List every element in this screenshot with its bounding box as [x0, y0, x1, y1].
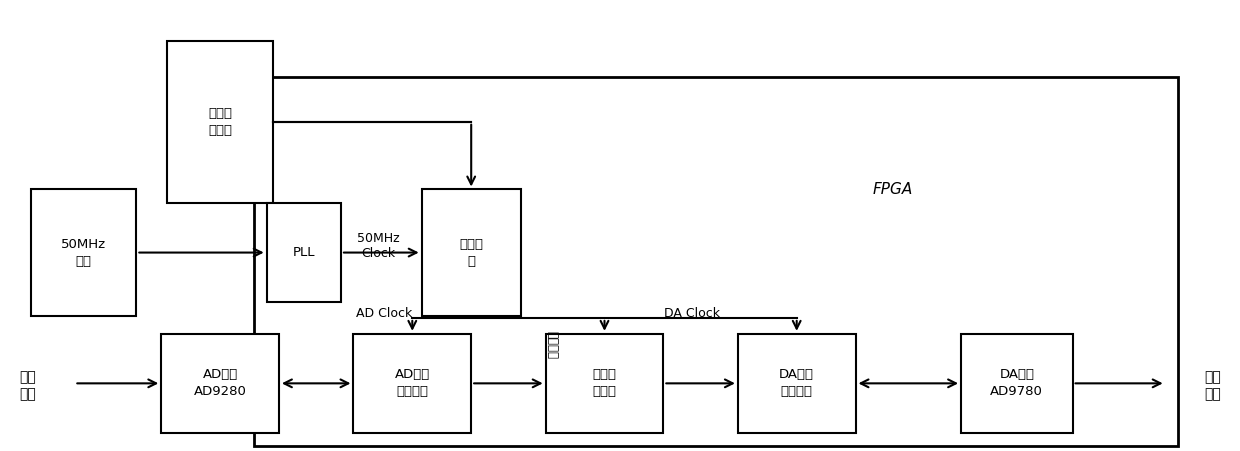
Text: 50MHz
晶振: 50MHz 晶振	[61, 238, 107, 267]
Text: 信号
输入: 信号 输入	[19, 371, 36, 400]
Text: PLL: PLL	[293, 246, 315, 259]
Text: 小波分
析模块: 小波分 析模块	[593, 368, 616, 398]
Bar	[161, 334, 279, 433]
Bar	[167, 41, 273, 203]
Text: AD芯片
驱动模块: AD芯片 驱动模块	[394, 368, 430, 398]
Bar	[353, 334, 471, 433]
Bar	[31, 189, 136, 316]
Bar	[422, 189, 521, 316]
Bar	[267, 203, 341, 302]
Text: 信号
输出: 信号 输出	[1204, 371, 1221, 400]
Text: DA芯片
AD9780: DA芯片 AD9780	[991, 368, 1043, 398]
Text: 控制模
块: 控制模 块	[459, 238, 484, 267]
Bar	[961, 334, 1073, 433]
Text: FPGA: FPGA	[873, 182, 913, 197]
Bar	[738, 334, 856, 433]
Text: DA Clock: DA Clock	[663, 307, 720, 320]
Bar	[546, 334, 663, 433]
Text: DA芯片
驱动模块: DA芯片 驱动模块	[779, 368, 815, 398]
Text: 用户接
键输入: 用户接 键输入	[208, 107, 232, 137]
Text: AD Clock: AD Clock	[356, 307, 413, 320]
Text: 频率调整: 频率调整	[546, 331, 558, 359]
Bar	[254, 77, 1178, 446]
Text: 50MHz
Clock: 50MHz Clock	[357, 232, 399, 260]
Text: AD芯片
AD9280: AD芯片 AD9280	[193, 368, 247, 398]
